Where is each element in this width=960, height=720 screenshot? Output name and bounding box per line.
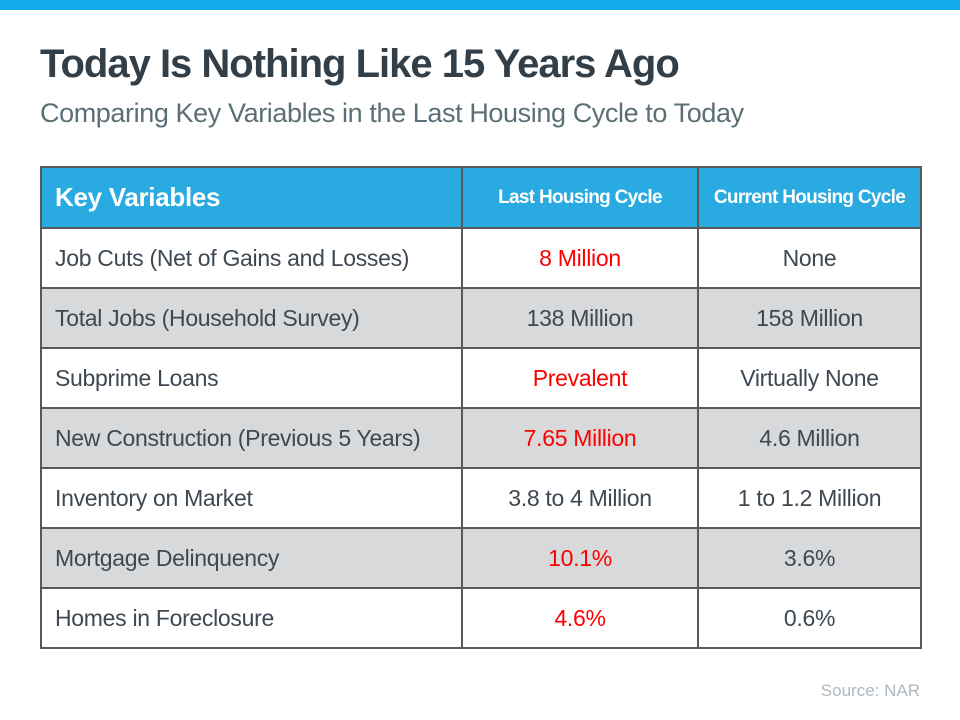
source-attribution: Source: NAR bbox=[820, 681, 920, 700]
last-cycle-cell: 7.65 Million bbox=[461, 407, 699, 469]
table-row: Inventory on Market 3.8 to 4 Million 1 t… bbox=[40, 467, 922, 529]
last-cycle-cell: Prevalent bbox=[461, 347, 699, 409]
last-cycle-cell: 138 Million bbox=[461, 287, 699, 349]
current-cycle-cell: 0.6% bbox=[697, 587, 922, 649]
page-title: Today Is Nothing Like 15 Years Ago bbox=[40, 42, 680, 86]
table-header-row: Key Variables Last Housing Cycle Current… bbox=[40, 166, 922, 229]
variable-cell: New Construction (Previous 5 Years) bbox=[40, 407, 463, 469]
current-cycle-cell: 1 to 1.2 Million bbox=[697, 467, 922, 529]
variable-cell: Mortgage Delinquency bbox=[40, 527, 463, 589]
current-cycle-cell: Virtually None bbox=[697, 347, 922, 409]
table-row: Mortgage Delinquency 10.1% 3.6% bbox=[40, 527, 922, 589]
table-row: Total Jobs (Household Survey) 138 Millio… bbox=[40, 287, 922, 349]
table-row: Job Cuts (Net of Gains and Losses) 8 Mil… bbox=[40, 227, 922, 289]
top-accent-bar bbox=[0, 0, 960, 10]
last-cycle-cell: 4.6% bbox=[461, 587, 699, 649]
variable-cell: Job Cuts (Net of Gains and Losses) bbox=[40, 227, 463, 289]
header-current-housing-cycle: Current Housing Cycle bbox=[697, 166, 922, 229]
table-row: Homes in Foreclosure 4.6% 0.6% bbox=[40, 587, 922, 649]
variable-cell: Inventory on Market bbox=[40, 467, 463, 529]
table-row: New Construction (Previous 5 Years) 7.65… bbox=[40, 407, 922, 469]
current-cycle-cell: 4.6 Million bbox=[697, 407, 922, 469]
variable-cell: Homes in Foreclosure bbox=[40, 587, 463, 649]
last-cycle-cell: 8 Million bbox=[461, 227, 699, 289]
page-subtitle: Comparing Key Variables in the Last Hous… bbox=[40, 98, 744, 128]
last-cycle-cell: 10.1% bbox=[461, 527, 699, 589]
current-cycle-cell: 3.6% bbox=[697, 527, 922, 589]
current-cycle-cell: 158 Million bbox=[697, 287, 922, 349]
comparison-table: Key Variables Last Housing Cycle Current… bbox=[40, 166, 922, 649]
variable-cell: Subprime Loans bbox=[40, 347, 463, 409]
current-cycle-cell: None bbox=[697, 227, 922, 289]
variable-cell: Total Jobs (Household Survey) bbox=[40, 287, 463, 349]
header-last-housing-cycle: Last Housing Cycle bbox=[461, 166, 699, 229]
header-key-variables: Key Variables bbox=[40, 166, 463, 229]
table-row: Subprime Loans Prevalent Virtually None bbox=[40, 347, 922, 409]
last-cycle-cell: 3.8 to 4 Million bbox=[461, 467, 699, 529]
